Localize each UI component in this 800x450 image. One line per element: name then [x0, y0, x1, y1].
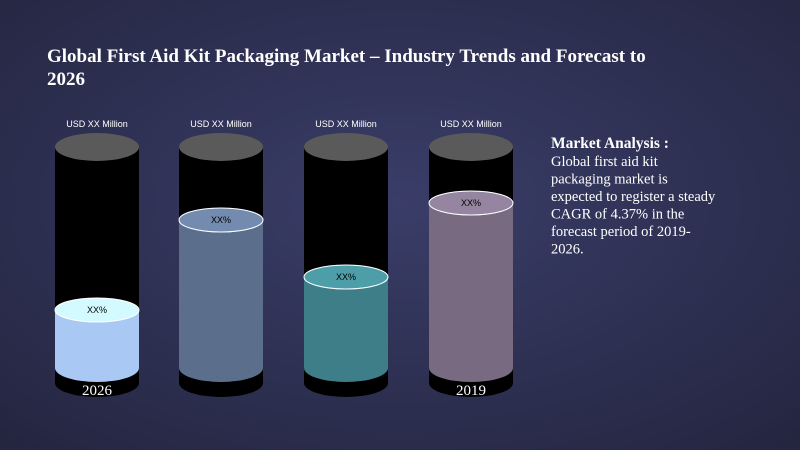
cylinder-top — [304, 133, 388, 161]
cylinder-top — [429, 133, 513, 161]
value-label: XX% — [336, 272, 356, 282]
fill-top — [303, 264, 389, 290]
fill-body — [429, 203, 513, 368]
value-label: XX% — [461, 198, 481, 208]
cylinder: USD XX Million XX% — [178, 119, 264, 397]
fill-body — [179, 220, 263, 368]
cylinder-top — [55, 133, 139, 161]
cylinder: USD XX Million XX% 2026 — [54, 119, 140, 399]
column-header: USD XX Million — [315, 119, 377, 129]
fill-top — [428, 190, 514, 216]
column-header: USD XX Million — [66, 119, 128, 129]
cylinder: USD XX Million XX% 2019 — [428, 119, 514, 399]
year-label: 2026 — [82, 383, 113, 399]
analysis-heading: Market Analysis : — [551, 135, 669, 152]
title: Global First Aid Kit Packaging Market – … — [47, 46, 646, 90]
analysis-line: Global first aid kit — [551, 154, 658, 170]
fill-bottom — [429, 354, 513, 382]
fill-bottom — [304, 354, 388, 382]
analysis-line: CAGR of 4.37% in the — [551, 207, 684, 223]
column-header: USD XX Million — [440, 119, 502, 129]
fill-top — [54, 297, 140, 323]
value-label: XX% — [211, 215, 231, 225]
fill-bottom — [179, 354, 263, 382]
fill-bottom — [55, 354, 139, 382]
analysis-line: forecast period of 2019- — [551, 224, 691, 240]
fill-top — [178, 207, 264, 233]
year-label: 2019 — [456, 383, 486, 399]
cylinder-top — [179, 133, 263, 161]
column-header: USD XX Million — [190, 119, 252, 129]
title-line: 2026 — [47, 69, 85, 90]
analysis-line: packaging market is — [551, 172, 668, 188]
title-line: Global First Aid Kit Packaging Market – … — [47, 46, 646, 67]
cylinder: USD XX Million XX% — [303, 119, 389, 397]
analysis-line: 2026. — [551, 242, 584, 258]
value-label: XX% — [87, 305, 107, 315]
analysis: Market Analysis : Global first aid kit pac… — [551, 135, 716, 258]
fill-body — [304, 277, 388, 368]
analysis-line: expected to register a steady — [551, 189, 716, 205]
